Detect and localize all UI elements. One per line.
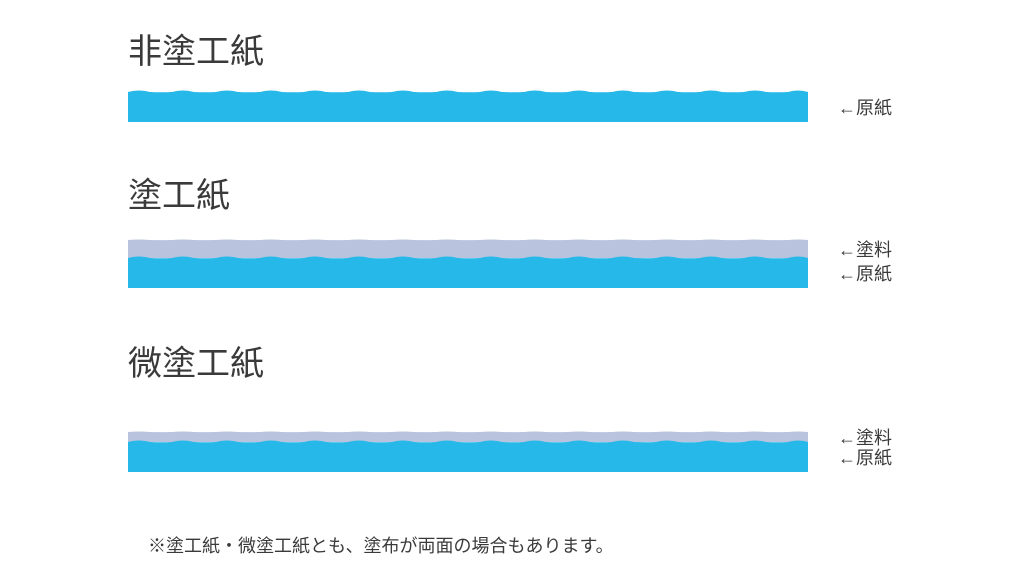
footnote: ※塗工紙・微塗工紙とも、塗布が両面の場合もあります。 bbox=[148, 532, 614, 558]
label-uncoated-base: ←原紙 bbox=[838, 94, 892, 120]
label-light-coated-base: ←原紙 bbox=[838, 444, 892, 470]
heading-light-coated: 微塗工紙 bbox=[128, 336, 264, 385]
label-coated-base: ←原紙 bbox=[838, 260, 892, 286]
heading-coated: 塗工紙 bbox=[128, 168, 230, 217]
layer-uncoated-base bbox=[128, 88, 808, 122]
heading-uncoated: 非塗工紙 bbox=[128, 24, 264, 73]
layer-light-coated-base bbox=[128, 438, 808, 472]
label-coated-coat: ←塗料 bbox=[838, 236, 892, 262]
layer-coated-base bbox=[128, 254, 808, 288]
